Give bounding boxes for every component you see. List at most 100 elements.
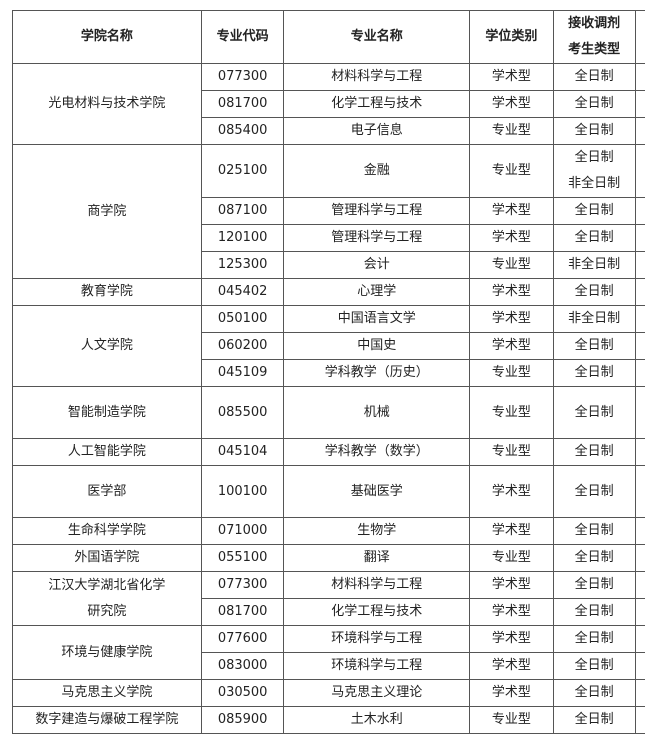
code-cell: 085900 (200, 706, 285, 734)
code-cell: 087100 (200, 197, 285, 225)
type-cell: 非全日制 (552, 251, 636, 279)
cut-column-cell (634, 652, 645, 680)
table-row: 081700 化学工程与技术 学术型 全日制 (13, 90, 645, 118)
degree-cell: 学术型 (469, 679, 554, 707)
table-row: 125300 会计 专业型 非全日制 (13, 251, 645, 279)
cut-column-cell (634, 63, 645, 91)
code-cell: 077300 (200, 571, 285, 599)
code-cell: 083000 (200, 652, 285, 680)
code-cell: 060200 (200, 332, 285, 360)
degree-cell: 学术型 (469, 305, 554, 333)
cut-column-cell (634, 144, 645, 198)
type-cell: 全日制 (552, 90, 636, 118)
code-cell: 120100 (200, 224, 285, 252)
adjustment-table: 学院名称 专业代码 专业名称 学位类别 接收调剂 考生类型 光电材料与技术学院 0… (12, 10, 645, 734)
degree-cell: 专业型 (469, 359, 554, 387)
major-cell: 环境科学与工程 (283, 652, 471, 680)
degree-cell: 学术型 (469, 517, 554, 545)
major-cell: 电子信息 (283, 117, 471, 145)
major-cell: 环境科学与工程 (283, 625, 471, 653)
cut-column-cell (634, 625, 645, 653)
degree-cell: 专业型 (469, 251, 554, 279)
type-cell: 全日制 (552, 359, 636, 387)
type-cell: 非全日制 (552, 305, 636, 333)
code-cell: 081700 (200, 598, 285, 626)
type-cell: 全日制 (552, 625, 636, 653)
code-cell: 045104 (200, 438, 285, 466)
cut-column-cell (634, 117, 645, 145)
cut-column-cell (634, 679, 645, 707)
college-cell: 医学部 (12, 465, 202, 518)
type-cell: 全日制 (552, 63, 636, 91)
degree-cell: 学术型 (469, 332, 554, 360)
college-cell: 智能制造学院 (12, 386, 202, 439)
type-cell: 全日制 (552, 465, 636, 518)
cut-column-cell (634, 386, 645, 439)
cut-column-cell (634, 571, 645, 599)
college-cell: 教育学院 (12, 278, 202, 306)
degree-cell: 学术型 (469, 571, 554, 599)
cut-column-cell (634, 90, 645, 118)
type-cell: 全日制 (552, 571, 636, 599)
college-cell: 人工智能学院 (12, 438, 202, 466)
table-row: 数字建造与爆破工程学院 085900 土木水利 专业型 全日制 (12, 706, 645, 734)
header-code: 专业代码 (200, 10, 285, 64)
table-row: 生命科学学院 071000 生物学 学术型 全日制 (12, 517, 645, 545)
cut-column-cell (634, 224, 645, 252)
code-cell: 100100 (200, 465, 285, 518)
major-cell: 土木水利 (283, 706, 471, 734)
type-cell: 全日制 (552, 278, 636, 306)
college-cell: 人文学院 (12, 305, 202, 387)
major-cell: 材料科学与工程 (283, 571, 471, 599)
table-row: 人工智能学院 045104 学科教学（数学） 专业型 全日制 (12, 438, 645, 466)
code-cell: 077300 (200, 63, 285, 91)
degree-cell: 学术型 (469, 90, 554, 118)
major-cell: 中国史 (283, 332, 471, 360)
degree-cell: 专业型 (469, 144, 554, 198)
table-row: 081700 化学工程与技术 学术型 全日制 (13, 598, 645, 626)
type-cell: 全日制 (552, 544, 636, 572)
table-row: 人文学院 050100 中国语言文学 学术型 非全日制 (12, 305, 645, 387)
major-cell: 管理科学与工程 (283, 224, 471, 252)
table-row: 083000 环境科学与工程 学术型 全日制 (13, 652, 645, 680)
table-row: 智能制造学院 085500 机械 专业型 全日制 (12, 386, 645, 439)
cut-column-cell (634, 359, 645, 387)
type-cell: 全日制 (552, 197, 636, 225)
cut-column-cell (634, 438, 645, 466)
college-cell: 数字建造与爆破工程学院 (12, 706, 202, 734)
table-row: 外国语学院 055100 翻译 专业型 全日制 (12, 544, 645, 572)
table-row: 060200 中国史 学术型 全日制 (13, 332, 645, 360)
cut-column-cell (634, 517, 645, 545)
code-cell: 050100 (200, 305, 285, 333)
code-cell: 071000 (200, 517, 285, 545)
degree-cell: 专业型 (469, 386, 554, 439)
major-cell: 翻译 (283, 544, 471, 572)
major-cell: 化学工程与技术 (283, 598, 471, 626)
type-cell: 全日制 (552, 598, 636, 626)
type-cell: 全日制 (552, 652, 636, 680)
cut-column-cell (634, 278, 645, 306)
degree-cell: 学术型 (469, 278, 554, 306)
table-row: 光电材料与技术学院 077300 材料科学与工程 学术型 全日制 (12, 63, 645, 145)
degree-cell: 专业型 (469, 544, 554, 572)
major-cell: 基础医学 (283, 465, 471, 518)
header-major: 专业名称 (283, 10, 471, 64)
type-cell: 全日制 (552, 679, 636, 707)
degree-cell: 学术型 (469, 63, 554, 91)
table-row: 087100 管理科学与工程 学术型 全日制 (13, 197, 645, 225)
type-cell: 全日制 (552, 386, 636, 439)
college-cell: 生命科学学院 (12, 517, 202, 545)
degree-cell: 专业型 (469, 706, 554, 734)
major-cell: 生物学 (283, 517, 471, 545)
table-row: 马克思主义学院 030500 马克思主义理论 学术型 全日制 (12, 679, 645, 707)
degree-cell: 专业型 (469, 117, 554, 145)
cut-column-cell (634, 251, 645, 279)
type-cell: 全日制 (552, 706, 636, 734)
type-cell: 全日制 非全日制 (552, 144, 636, 198)
cut-column (634, 10, 645, 64)
degree-cell: 学术型 (469, 652, 554, 680)
table-row: 商学院 025100 金融 专业型 全日制 非全日制 (12, 144, 645, 279)
table-row: 医学部 100100 基础医学 学术型 全日制 (12, 465, 645, 518)
college-cell: 马克思主义学院 (12, 679, 202, 707)
code-cell: 085500 (200, 386, 285, 439)
